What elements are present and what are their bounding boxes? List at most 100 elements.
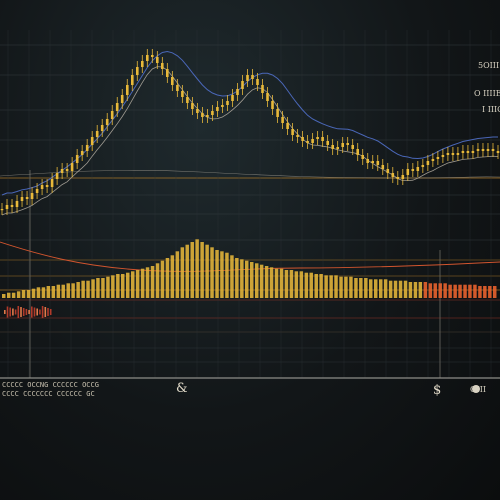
candle-body <box>60 169 64 173</box>
volume-bar <box>438 283 442 298</box>
candle-body <box>246 75 249 81</box>
volume-bar <box>473 284 477 298</box>
candle-body <box>296 135 299 137</box>
volume-bar <box>16 291 21 298</box>
volume-bar <box>36 287 41 298</box>
candle-body <box>201 113 204 117</box>
low-band <box>4 306 52 318</box>
candle-body <box>431 159 435 161</box>
candle-body <box>55 173 59 179</box>
candle-body <box>401 175 405 179</box>
candle-body <box>256 79 259 85</box>
candle-body <box>141 61 144 67</box>
candle-body <box>236 89 239 95</box>
volume-bar <box>106 276 110 298</box>
low-band-bar <box>6 306 9 318</box>
candle-body <box>391 173 395 177</box>
candle-body <box>70 163 74 171</box>
volume-bar <box>359 278 363 298</box>
volume-bar <box>294 271 299 298</box>
volume-bar <box>408 282 413 298</box>
volume-bar <box>274 268 279 298</box>
candle-body <box>361 155 364 159</box>
volume-bar <box>121 274 125 298</box>
candle-body <box>10 205 14 207</box>
candle-body <box>211 111 214 115</box>
candle-body <box>146 55 149 61</box>
chart-grid <box>0 30 500 378</box>
volume-bar <box>91 279 95 298</box>
candle-body <box>491 149 495 151</box>
volume-bar <box>344 276 348 298</box>
candle-body <box>115 103 119 111</box>
volume-bar <box>21 290 26 298</box>
candle-body <box>196 109 199 113</box>
volume-bar <box>398 280 403 298</box>
low-band-bar <box>39 309 41 315</box>
candle-body <box>241 81 244 89</box>
candle-body <box>80 151 84 155</box>
candle-body <box>136 67 139 75</box>
volume-bar <box>364 278 368 298</box>
volume-bar <box>210 247 214 298</box>
candle-body <box>186 97 189 103</box>
volume-bar <box>418 282 423 298</box>
volume-bar <box>126 272 130 298</box>
volume-bar <box>165 258 170 298</box>
candle-body <box>181 91 184 97</box>
volume-bar <box>46 286 51 298</box>
candle-body <box>5 205 9 209</box>
volume-bar <box>259 264 264 298</box>
candle-body <box>90 137 94 145</box>
volume-bar <box>150 266 155 298</box>
volume-bar <box>433 283 437 298</box>
legend-marker <box>472 385 480 393</box>
ma-line-light <box>1 66 499 216</box>
right-label-2: O IIIIE <box>474 89 500 98</box>
volume-bar <box>339 276 343 298</box>
volume-bar <box>11 292 16 298</box>
moving-average-lines <box>0 50 500 272</box>
candle-body <box>206 115 209 117</box>
volume-bar <box>374 279 378 298</box>
low-band-bar <box>17 306 20 318</box>
candle-body <box>456 153 460 155</box>
volume-bar <box>155 263 160 298</box>
low-band-bar <box>49 309 52 315</box>
volume-bar <box>493 286 497 298</box>
volume-bar <box>453 284 457 298</box>
candle-body <box>306 141 309 143</box>
candle-body <box>131 75 134 85</box>
volume-bar <box>279 268 284 298</box>
low-band-bar <box>41 306 44 318</box>
candle-body <box>50 179 54 187</box>
volume-bar <box>383 279 388 298</box>
volume-bars <box>2 239 497 298</box>
volume-bar <box>220 251 224 298</box>
volume-bar <box>235 258 239 298</box>
volume-bar <box>140 268 145 298</box>
volume-bar <box>428 283 433 298</box>
candle-body <box>30 193 34 199</box>
low-band-bar <box>28 310 30 314</box>
candle-body <box>95 131 99 137</box>
volume-bar <box>180 247 185 298</box>
volume-bar <box>299 271 304 298</box>
candle-body <box>451 153 455 155</box>
right-axis-labels: 5OIII O IIIIE I IIIC OIII <box>470 61 500 394</box>
volume-bar <box>369 279 373 298</box>
volume-bar <box>443 283 447 298</box>
low-band-bar <box>20 307 22 317</box>
x-symbol-mid: & <box>176 381 188 396</box>
volume-bar <box>334 275 338 298</box>
volume-bar <box>135 270 140 298</box>
candle-body <box>326 141 329 145</box>
candle-body <box>396 177 400 179</box>
volume-bar <box>319 274 323 298</box>
volume-bar <box>175 251 180 298</box>
candle-body <box>381 165 385 169</box>
volume-bar <box>185 244 189 298</box>
candle-body <box>316 137 319 139</box>
volume-bar <box>200 242 204 298</box>
